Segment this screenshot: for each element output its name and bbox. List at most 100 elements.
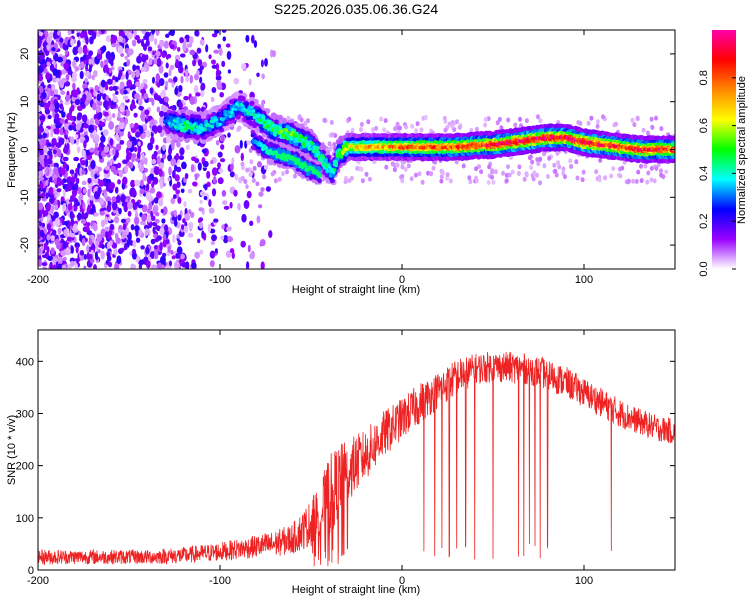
heatmap-cell (248, 78, 252, 86)
heatmap-cell (168, 228, 173, 234)
heatmap-cell (487, 164, 492, 170)
heatmap-cell (100, 135, 106, 143)
heatmap-cell (249, 252, 254, 260)
heatmap-cell (510, 169, 515, 175)
heatmap-cell (187, 232, 194, 238)
heatmap-cell (108, 67, 113, 74)
heatmap-cell (163, 40, 169, 49)
heatmap-cell (83, 265, 87, 269)
heatmap-cell (39, 148, 44, 156)
heatmap-cell (199, 199, 203, 204)
heatmap-cell (106, 204, 112, 213)
heatmap-cell (173, 76, 178, 83)
heatmap-cell (149, 251, 156, 260)
heatmap-cell (87, 188, 91, 198)
heatmap-cell (172, 183, 178, 191)
heatmap-cell (536, 114, 540, 120)
heatmap-cell (184, 221, 188, 228)
heatmap-cell (656, 162, 661, 168)
heatmap-cell (38, 202, 44, 211)
heatmap-cell (57, 256, 63, 264)
heatmap-cell (138, 124, 142, 130)
heatmap-cell (165, 33, 170, 38)
heatmap-cell (73, 223, 78, 230)
heatmap-cell (532, 170, 537, 176)
heatmap-cell (126, 59, 131, 67)
heatmap-cell (664, 169, 669, 175)
heatmap-cell (168, 68, 172, 77)
heatmap-cell (157, 197, 164, 207)
heatmap-cell (81, 103, 86, 109)
heatmap-cell (95, 105, 102, 114)
heatmap-cell (217, 151, 223, 158)
heatmap-cell (89, 147, 95, 153)
heatmap-cell (62, 188, 66, 198)
heatmap-cell (167, 177, 171, 182)
heatmap-cell (92, 70, 98, 78)
heatmap-cell (79, 208, 84, 213)
heatmap-cell (148, 201, 153, 211)
heatmap-cell (547, 155, 552, 161)
heatmap-cell (76, 39, 81, 48)
heatmap-cell (141, 116, 145, 122)
heatmap-cell (384, 164, 389, 170)
heatmap-cell (197, 59, 203, 67)
heatmap-cell (134, 217, 139, 225)
heatmap-cell (55, 77, 61, 83)
heatmap-cell (415, 121, 420, 127)
heatmap-cell (159, 180, 163, 190)
heatmap-cell (240, 152, 244, 162)
heatmap-cell (82, 48, 88, 55)
heatmap-cell (214, 248, 218, 254)
heatmap-cell (179, 53, 186, 58)
heatmap-cell (70, 245, 74, 254)
heatmap-cell (270, 171, 275, 177)
heatmap-cell (126, 217, 131, 224)
heatmap-cell (367, 176, 372, 182)
heatmap-cell (93, 212, 99, 217)
heatmap-cell (165, 54, 169, 60)
heatmap-cell (135, 237, 141, 243)
heatmap-cell (189, 96, 195, 105)
heatmap-cell (62, 42, 67, 51)
heatmap-cell (201, 230, 205, 239)
heatmap-cell (120, 247, 125, 252)
heatmap-cell (80, 218, 87, 225)
heatmap-cell (128, 232, 132, 242)
heatmap-cell (576, 120, 581, 125)
heatmap-cell (140, 245, 145, 250)
chart-title: S225.2026.035.06.36.G24 (274, 1, 438, 17)
heatmap-cell (127, 48, 134, 56)
heatmap-cell (229, 248, 235, 254)
heatmap-cell (123, 203, 128, 213)
heatmap-cell (83, 59, 88, 64)
heatmap-cell (59, 118, 65, 124)
heatmap-cell (155, 30, 160, 37)
heatmap-cell (213, 218, 219, 223)
heatmap-cell (49, 63, 55, 72)
heatmap-cell (145, 259, 151, 269)
heatmap-cell (195, 92, 201, 97)
heatmap-cell (144, 109, 150, 116)
heatmap-cell (48, 176, 53, 183)
heatmap-cell (82, 187, 87, 194)
heatmap-cell (121, 230, 128, 239)
heatmap-cell (57, 94, 61, 101)
heatmap-cell (603, 175, 607, 181)
heatmap-cell (83, 30, 88, 39)
heatmap-cell (152, 206, 157, 215)
heatmap-cell (44, 168, 48, 174)
heatmap-cell (169, 116, 174, 121)
heatmap-cell (182, 42, 187, 52)
heatmap-cell (529, 165, 534, 170)
heatmap-cell (128, 161, 134, 169)
heatmap-cell (79, 32, 85, 39)
heatmap-cell (64, 100, 70, 106)
heatmap-cell (70, 38, 75, 47)
heatmap-cell (620, 165, 625, 171)
heatmap-cell (176, 252, 181, 259)
heatmap-cell (151, 182, 155, 188)
heatmap-cell (40, 181, 44, 190)
heatmap-cell (142, 78, 148, 84)
heatmap-cell (47, 255, 54, 261)
